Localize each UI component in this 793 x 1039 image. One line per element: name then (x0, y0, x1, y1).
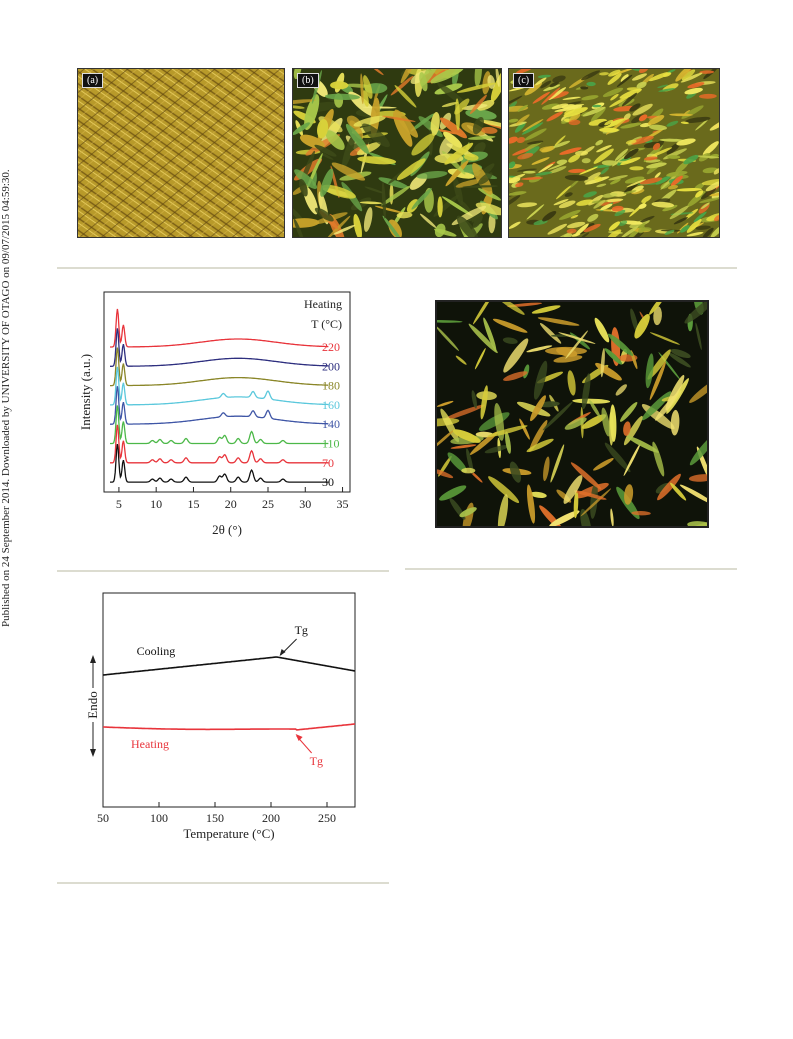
micrograph-c-image (509, 69, 719, 237)
arrow-icon (279, 649, 286, 656)
xrd-legend-title: Heating (304, 297, 342, 311)
xrd-series-label: 70 (322, 456, 334, 470)
xrd-series-label: 220 (322, 340, 340, 354)
xrd-series-line (110, 328, 329, 367)
micrograph-a-label: (a) (82, 73, 104, 88)
xrd-x-tick-label: 20 (225, 497, 237, 511)
xrd-series-label: 180 (322, 379, 340, 393)
xrd-series-line (110, 386, 329, 425)
dsc-cooling-line (102, 656, 356, 676)
arrow-icon (295, 734, 303, 741)
xrd-series-line (110, 347, 329, 387)
dsc-heating-line (103, 723, 356, 731)
xrd-x-tick-label: 25 (262, 497, 274, 511)
dsc-x-tick-label: 200 (262, 811, 280, 825)
xrd-series-label: 200 (322, 359, 340, 373)
micrograph-d (435, 300, 709, 528)
micrograph-c: (c) (508, 68, 720, 238)
xrd-series-label: 30 (322, 475, 334, 489)
publication-sidebar: Published on 24 September 2014. Download… (0, 169, 12, 627)
micrograph-b-image (293, 69, 501, 237)
xrd-plot-frame (103, 291, 351, 493)
xrd-x-tick-label: 5 (116, 497, 122, 511)
xrd-series-line (110, 308, 329, 348)
divider (405, 568, 737, 570)
dsc-x-tick-label: 50 (97, 811, 109, 825)
xrd-x-tick-label: 30 (299, 497, 311, 511)
xrd-legend-title: T (°C) (311, 317, 342, 331)
dsc-x-tick-label: 100 (150, 811, 168, 825)
xrd-x-tick-label: 10 (150, 497, 162, 511)
xrd-y-axis-label: Intensity (a.u.) (78, 354, 93, 430)
xrd-x-axis-label: 2θ (°) (212, 522, 242, 537)
xrd-series-line (110, 405, 329, 445)
xrd-series-label: 140 (322, 417, 340, 431)
xrd-x-tick-label: 15 (187, 497, 199, 511)
xrd-series-line (110, 424, 329, 464)
arrow-down-icon (90, 749, 96, 757)
xrd-x-tick-label: 35 (337, 497, 349, 511)
dsc-y-axis-label: Endo (85, 691, 100, 718)
dsc-x-tick-label: 250 (318, 811, 336, 825)
dsc-cooling-tg-label: Tg (295, 623, 308, 637)
endo-label-bg (86, 688, 100, 722)
dsc-plot-frame (102, 592, 356, 808)
dsc-cooling-label: Cooling (137, 644, 176, 658)
micrograph-a-image (78, 69, 284, 237)
dsc-x-axis-label: Temperature (°C) (183, 826, 274, 841)
dsc-heating-label: Heating (131, 737, 169, 751)
dsc-x-tick-label: 150 (206, 811, 224, 825)
divider (57, 882, 389, 884)
xrd-series-label: 110 (322, 437, 340, 451)
micrograph-a: (a) (77, 68, 285, 238)
xrd-series-label: 160 (322, 398, 340, 412)
dsc-heating-tg-label: Tg (310, 754, 323, 768)
dsc-chart: 50 100 150 200 250 Temperature (°C) Endo Coolin… (85, 592, 356, 841)
micrograph-b-label: (b) (297, 73, 319, 88)
divider (57, 570, 389, 572)
xrd-series-line (110, 366, 329, 406)
micrograph-b: (b) (292, 68, 502, 238)
xrd-series-line (110, 444, 329, 483)
micrograph-d-image (437, 302, 707, 526)
micrograph-c-label: (c) (513, 73, 535, 88)
divider (57, 267, 737, 269)
arrow-up-icon (90, 655, 96, 663)
